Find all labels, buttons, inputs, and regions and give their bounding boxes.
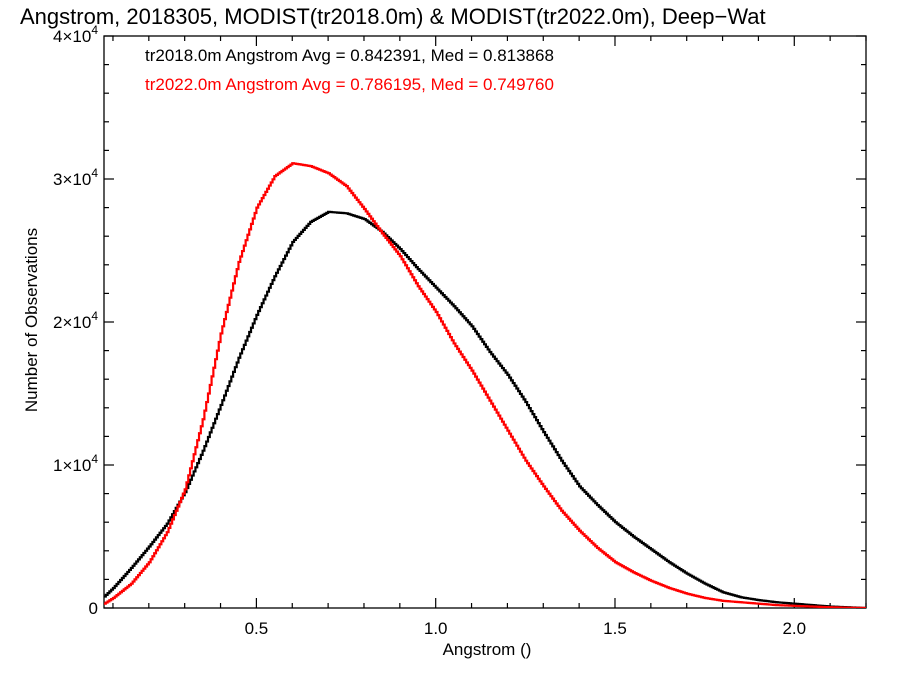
y-tick-label: 4×104 bbox=[53, 23, 98, 46]
annotation-1: tr2022.0m Angstrom Avg = 0.786195, Med =… bbox=[145, 75, 554, 94]
annotation-0: tr2018.0m Angstrom Avg = 0.842391, Med =… bbox=[145, 46, 554, 65]
x-axis: 0.5 1.0 1.5 2.0 bbox=[112, 36, 867, 638]
series-line-1 bbox=[104, 162, 866, 608]
series-line-0 bbox=[104, 210, 866, 608]
y-axis-label: Number of Observations bbox=[22, 228, 41, 412]
y-tick-label: 0 bbox=[89, 599, 98, 618]
x-axis-label: Angstrom () bbox=[443, 640, 532, 659]
x-tick-label: 1.0 bbox=[424, 619, 448, 638]
y-tick-label: 3×104 bbox=[53, 166, 98, 189]
chart-title: Angstrom, 2018305, MODIST(tr2018.0m) & M… bbox=[20, 4, 766, 29]
y-axis: 0 1×104 2×104 3×104 4×104 bbox=[53, 23, 866, 618]
x-tick-label: 1.5 bbox=[603, 619, 627, 638]
x-tick-label: 0.5 bbox=[245, 619, 269, 638]
x-tick-label: 2.0 bbox=[782, 619, 806, 638]
plot-frame bbox=[103, 35, 867, 609]
legend-annotations: tr2018.0m Angstrom Avg = 0.842391, Med =… bbox=[145, 46, 554, 94]
y-tick-label: 2×104 bbox=[53, 309, 98, 332]
series-group bbox=[104, 162, 866, 608]
y-tick-label: 1×104 bbox=[53, 452, 98, 475]
